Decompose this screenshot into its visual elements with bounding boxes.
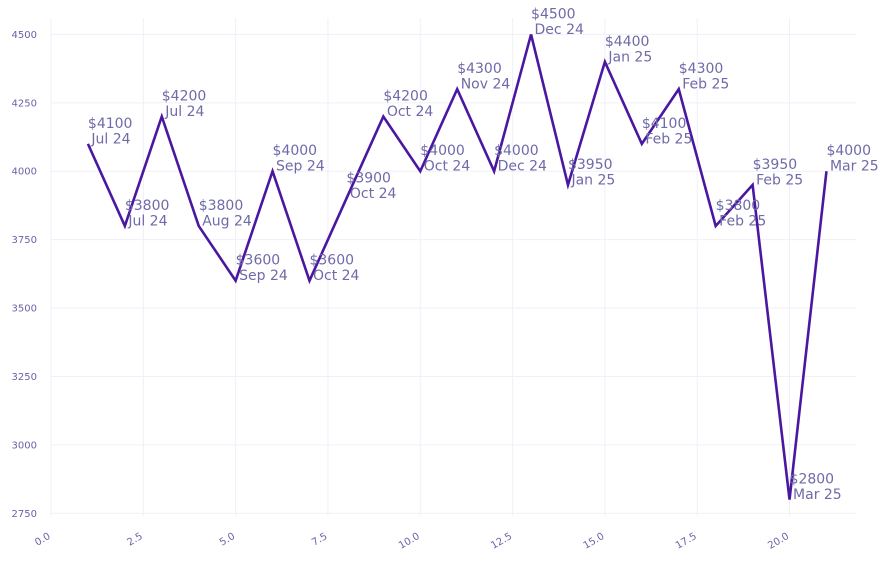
data-label-date: Oct 24 — [313, 268, 360, 284]
data-label-value: $3600 — [309, 253, 354, 269]
data-label: $3800 Feb 25 — [716, 198, 767, 230]
y-tick-label: 4500 — [12, 30, 37, 41]
x-tick-label: 17.5 — [674, 531, 699, 552]
grid — [50, 18, 856, 516]
data-label-date: Mar 25 — [830, 159, 879, 175]
y-tick-label: 3500 — [12, 304, 37, 315]
data-label-date: Sep 24 — [276, 159, 325, 175]
data-label-value: $4000 — [420, 143, 465, 159]
data-label: $4300 Feb 25 — [679, 61, 730, 93]
data-label-value: $2800 — [790, 472, 835, 488]
data-label-date: Feb 25 — [682, 77, 729, 93]
x-tick-label: 20.0 — [766, 531, 791, 552]
data-label-value: $3950 — [753, 157, 798, 173]
data-label-value: $4400 — [605, 34, 650, 50]
data-label-date: Sep 24 — [239, 268, 288, 284]
data-label-value: $3800 — [716, 198, 761, 214]
data-label-value: $4000 — [494, 143, 539, 159]
data-label: $3600 Oct 24 — [309, 253, 359, 285]
data-label-date: Dec 24 — [498, 159, 547, 175]
x-tick-label: 5.0 — [218, 531, 237, 548]
series — [86, 34, 828, 500]
y-tick-label: 2750 — [12, 509, 37, 520]
data-label-value: $4100 — [642, 116, 687, 132]
data-label: $4000 Oct 24 — [420, 143, 470, 175]
data-label-value: $4100 — [88, 116, 133, 132]
data-label: $4500 Dec 24 — [531, 6, 584, 37]
data-label-date: Mar 25 — [793, 487, 842, 503]
data-label: $3600 Sep 24 — [236, 253, 288, 285]
y-tick-label: 3750 — [12, 235, 37, 246]
data-label-date: Feb 25 — [756, 172, 803, 188]
data-label-date: Jan 25 — [570, 172, 615, 188]
data-label: $4300 Nov 24 — [457, 61, 510, 93]
data-label-date: Oct 24 — [424, 159, 471, 175]
data-label-date: Jul 24 — [90, 131, 130, 147]
data-label-value: $4200 — [162, 89, 207, 105]
y-tick-label: 3250 — [12, 372, 37, 383]
data-label: $4200 Jul 24 — [162, 89, 207, 121]
data-label: $4400 Jan 25 — [605, 34, 652, 66]
data-label-value: $4000 — [826, 143, 871, 159]
data-label: $3800 Jul 24 — [125, 198, 170, 230]
data-label-date: Feb 25 — [645, 131, 692, 147]
x-tick-label: 2.5 — [126, 531, 145, 548]
data-label-value: $3900 — [346, 171, 391, 187]
x-tick-label: 15.0 — [582, 531, 607, 552]
data-label-value: $4000 — [273, 143, 318, 159]
data-label-value: $4200 — [383, 89, 428, 105]
data-label: $3800 Aug 24 — [199, 198, 252, 230]
data-label: $4000 Mar 25 — [826, 143, 878, 175]
y-tick-label: 3000 — [12, 440, 37, 451]
data-labels: $4100 Jul 24$3800 Jul 24$4200 Jul 24$3800 Au… — [88, 6, 879, 503]
y-tick-label: 4250 — [12, 98, 37, 109]
data-label-value: $4300 — [457, 61, 502, 77]
data-label: $4100 Feb 25 — [642, 116, 693, 148]
y-tick-label: 4000 — [12, 167, 37, 178]
data-label: $3900 Oct 24 — [346, 171, 396, 203]
data-label: $4000 Sep 24 — [273, 143, 325, 175]
data-label: $4200 Oct 24 — [383, 89, 433, 121]
data-label: $2800 Mar 25 — [790, 472, 842, 504]
data-label-date: Nov 24 — [461, 77, 511, 93]
data-label-date: Oct 24 — [387, 104, 434, 120]
data-label-value: $4500 — [531, 6, 576, 22]
x-tick-label: 0.0 — [33, 531, 52, 548]
data-label-date: Jul 24 — [127, 213, 167, 229]
data-label-date: Feb 25 — [719, 213, 766, 229]
x-tick-label: 10.0 — [397, 531, 422, 552]
data-label: $4100 Jul 24 — [88, 116, 133, 148]
data-label-value: $3950 — [568, 157, 613, 173]
data-label: $3950 Feb 25 — [753, 157, 804, 189]
data-label-value: $3800 — [125, 198, 170, 214]
data-label-date: Dec 24 — [535, 22, 584, 38]
data-label: $3950 Jan 25 — [568, 157, 615, 189]
x-tick-label: 12.5 — [489, 531, 514, 552]
data-label-value: $3600 — [236, 253, 281, 269]
data-label-date: Jan 25 — [607, 49, 652, 65]
data-label: $4000 Dec 24 — [494, 143, 547, 175]
x-tick-label: 7.5 — [310, 531, 329, 548]
data-label-date: Aug 24 — [202, 213, 252, 229]
data-label-date: Jul 24 — [164, 104, 204, 120]
data-label-value: $4300 — [679, 61, 724, 77]
data-label-value: $3800 — [199, 198, 244, 214]
data-label-date: Oct 24 — [350, 186, 397, 202]
